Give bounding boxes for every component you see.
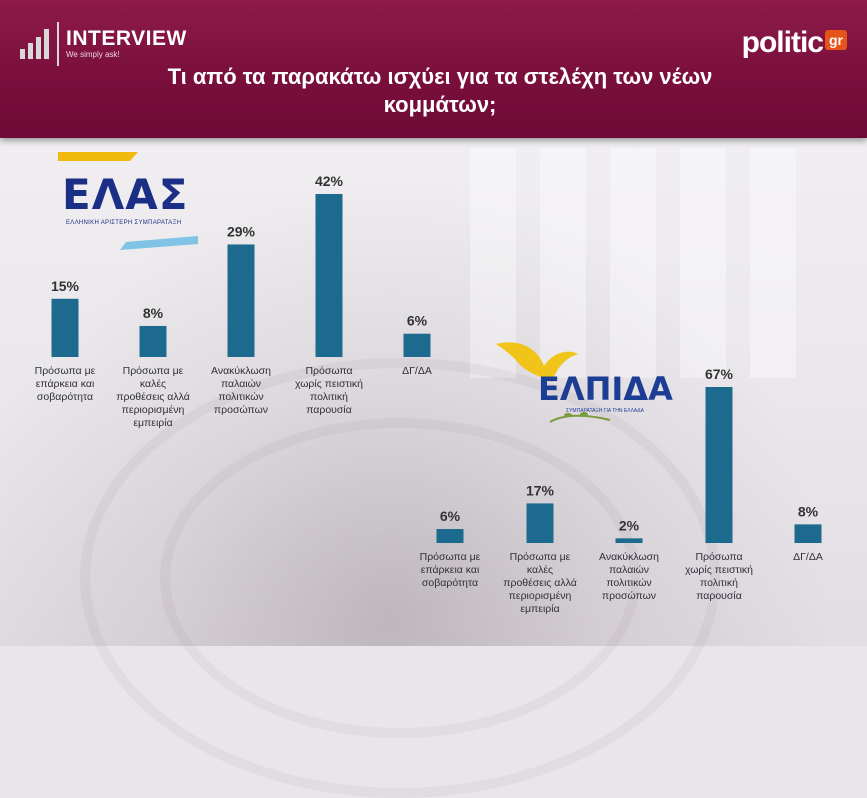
category-label-line: Ανακύκλωση (211, 365, 271, 377)
category-label-line: περιορισμένη (508, 590, 572, 602)
category-label-line: περιορισμένη (121, 404, 185, 416)
category-label-line: εμπειρία (520, 603, 560, 615)
category-label-line: Πρόσωπα με (34, 365, 96, 377)
category-label-line: εμπειρία (133, 417, 173, 429)
category-label-line: προσώπων (601, 590, 657, 602)
bars-icon (20, 29, 49, 59)
category-label-line: πολιτική (310, 391, 348, 403)
category-label-line: παρουσία (306, 404, 352, 416)
data-label-1-1: 17% (526, 482, 555, 498)
politic-logo: politic gr (742, 26, 847, 60)
data-label-0-1: 8% (143, 305, 164, 321)
background-pillar (540, 148, 586, 378)
page-title: Τι από τα παρακάτω ισχύει για τα στελέχη… (120, 63, 760, 119)
category-label-line: πολιτικών (606, 577, 652, 589)
elpida-logo: ΕΛΠΙΔΑ ΣΥΜΠΑΡΑΤΑΞΗ ΓΙΑ ΤΗΝ ΕΛΛΑΔΑ (494, 336, 674, 432)
category-label-line: Πρόσωπα (305, 365, 353, 377)
category-label-line: πολιτικών (218, 391, 264, 403)
category-label-1-3: Πρόσωπα χωρίς πειστική πολιτική παρουσία (671, 551, 767, 603)
dove-icon (496, 342, 611, 423)
category-label-line: προσώπων (213, 404, 269, 416)
data-label-1-2: 2% (619, 517, 640, 533)
category-label-line: παρουσία (696, 590, 742, 602)
brand-name: INTERVIEW (66, 27, 187, 50)
background-pillar (680, 148, 726, 378)
elas-subtitle: ΕΛΛΗΝΙΚΗ ΑΡΙΣΤΕΡΗ ΣΥΜΠΑΡΑΤΑΞΗ (66, 220, 182, 226)
data-label-0-4: 6% (407, 313, 428, 329)
bar-1-2 (615, 538, 643, 543)
category-label-line: παλαιών (220, 378, 262, 390)
category-label-1-2: Ανακύκλωση παλαιών πολιτικών προσώπων (581, 551, 677, 603)
data-label-1-3: 67% (705, 366, 734, 382)
politic-wordmark: politic (741, 26, 824, 59)
category-label-1-0: Πρόσωπα με επάρκεια και σοβαρότητα (402, 551, 498, 590)
bar-1-1 (526, 503, 554, 543)
category-label-line: προθέσεις αλλά (116, 391, 190, 403)
bar-1-0 (436, 529, 464, 543)
bar-1-3 (705, 387, 733, 543)
elpida-subtitle: ΣΥΜΠΑΡΑΤΑΞΗ ΓΙΑ ΤΗΝ ΕΛΛΑΔΑ (566, 408, 644, 414)
category-label-0-1: Πρόσωπα με καλές προθέσεις αλλά περιορισμέν… (105, 365, 201, 430)
category-label-line: επάρκεια και (35, 378, 95, 390)
elas-logo-graphic (58, 152, 198, 250)
category-label-1-4: ΔΓ/ΔΑ (760, 551, 856, 564)
logo-divider (57, 22, 59, 66)
category-label-0-3: Πρόσωπα χωρίς πειστική πολιτική παρουσία (281, 365, 377, 417)
bar-0-1 (139, 325, 167, 357)
category-label-line: ΔΓ/ΔΑ (402, 365, 432, 377)
background-pillar (750, 148, 796, 378)
background-pillar (610, 148, 656, 378)
category-label-line: επάρκεια και (420, 564, 480, 576)
data-label-1-0: 6% (440, 508, 461, 524)
bar-0-4 (403, 333, 431, 357)
category-label-0-4: ΔΓ/ΔΑ (369, 365, 465, 378)
category-label-line: χωρίς πειστική (294, 378, 364, 390)
bar-0-3 (315, 194, 343, 357)
category-label-line: καλές (139, 378, 167, 390)
bar-charts: 15% 8% 29% 42% 6% 6% 17% 2% 67% 8% (51, 173, 822, 543)
category-label-line: Πρόσωπα με (419, 551, 481, 563)
category-label-line: Ανακύκλωση (599, 551, 659, 563)
category-label-line: χωρίς πειστική (684, 564, 754, 576)
category-label-line: σοβαρότητα (36, 391, 94, 403)
category-label-line: Πρόσωπα (695, 551, 743, 563)
category-label-1-1: Πρόσωπα με καλές προθέσεις αλλά περιορισμέν… (492, 551, 588, 616)
category-label-line: παλαιών (608, 564, 650, 576)
data-label-0-0: 15% (51, 278, 80, 294)
elas-logo: ΕΛΑΣ ΕΛΛΗΝΙΚΗ ΑΡΙΣΤΕΡΗ ΣΥΜΠΑΡΑΤΑΞΗ (58, 152, 198, 252)
background-pillar (470, 148, 516, 378)
data-label-0-2: 29% (227, 223, 256, 239)
category-label-line: Πρόσωπα με (122, 365, 184, 377)
title-line-2: κομμάτων; (383, 92, 497, 117)
category-label-line: ΔΓ/ΔΑ (793, 551, 823, 563)
interview-logo: INTERVIEW We simply ask! (20, 20, 187, 68)
politic-badge: gr (825, 30, 847, 50)
header-banner: INTERVIEW We simply ask! politic gr Τι α… (0, 0, 867, 138)
bar-0-0 (51, 298, 79, 357)
brand-tagline: We simply ask! (66, 50, 120, 59)
data-label-0-3: 42% (315, 173, 344, 189)
category-label-0-0: Πρόσωπα με επάρκεια και σοβαρότητα (17, 365, 113, 404)
category-label-line: πολιτική (700, 577, 738, 589)
title-line-1: Τι από τα παρακάτω ισχύει για τα στελέχη… (167, 64, 713, 89)
category-label-0-2: Ανακύκλωση παλαιών πολιτικών προσώπων (193, 365, 289, 417)
elpida-wordmark: ΕΛΠΙΔΑ (538, 370, 673, 408)
elas-wordmark: ΕΛΑΣ (62, 170, 189, 219)
category-label-line: σοβαρότητα (421, 577, 479, 589)
bar-0-2 (227, 244, 255, 357)
bar-1-4 (794, 524, 822, 543)
category-label-line: καλές (526, 564, 554, 576)
category-label-line: προθέσεις αλλά (503, 577, 577, 589)
category-label-line: Πρόσωπα με (509, 551, 571, 563)
data-label-1-4: 8% (798, 503, 819, 519)
